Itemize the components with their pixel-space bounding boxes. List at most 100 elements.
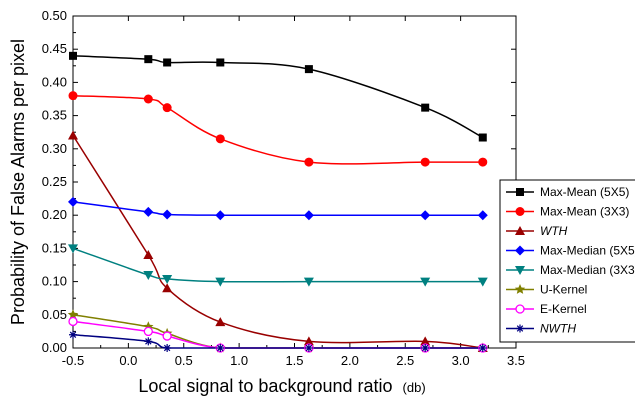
data-point — [162, 274, 173, 284]
x-tick-label: 3.0 — [452, 353, 470, 368]
x-tick-label: 3.5 — [507, 353, 525, 368]
data-point — [143, 94, 153, 104]
data-point — [162, 209, 173, 220]
legend-item: E-Kernel — [506, 302, 587, 316]
y-tick-label: 0.15 — [42, 240, 67, 255]
data-point — [143, 270, 154, 280]
marker-group — [67, 51, 488, 353]
legend: Max-Mean (5X5) Max-Mean (3X3) WTH Max-Media… — [499, 179, 635, 343]
legend-marker — [515, 207, 525, 216]
data-point — [162, 283, 173, 293]
data-point — [163, 58, 172, 67]
legend-label: Max-Median (3X3) — [540, 263, 635, 277]
data-point — [304, 65, 313, 74]
legend-item: WTH — [506, 224, 568, 238]
x-axis-unit: (db) — [403, 380, 426, 395]
y-tick-label: 0.00 — [42, 340, 67, 355]
data-point — [304, 157, 314, 167]
data-point — [163, 344, 172, 352]
data-point — [68, 316, 78, 327]
legend-label: NWTH — [540, 322, 576, 336]
series-markers — [69, 51, 487, 142]
y-tick-label: 0.30 — [42, 141, 67, 156]
x-tick-label: 1.5 — [285, 353, 303, 368]
x-tick-label: 1.0 — [230, 353, 248, 368]
legend-marker — [515, 266, 525, 275]
y-tick-label: 0.35 — [42, 108, 67, 123]
y-tick-label: 0.25 — [42, 174, 67, 189]
plot-area — [72, 15, 517, 349]
data-point — [144, 337, 153, 346]
x-tick-label: 0.0 — [119, 353, 137, 368]
x-tick-label: -0.5 — [62, 353, 84, 368]
legend-item: U-Kernel — [506, 283, 587, 297]
data-point — [215, 277, 226, 287]
data-point — [143, 250, 154, 260]
series-markers — [69, 330, 487, 352]
svg-text:Local signal to background rat: Local signal to background ratio (db) — [138, 376, 425, 396]
data-point — [162, 103, 172, 113]
x-tick-label: 2.0 — [341, 353, 359, 368]
data-point — [420, 210, 431, 221]
data-point — [69, 51, 77, 60]
data-point — [420, 336, 431, 346]
x-axis-title: Local signal to background ratio (db) — [138, 376, 425, 396]
legend-marker — [514, 284, 526, 294]
data-point — [215, 210, 226, 221]
legend-label: U-Kernel — [540, 283, 587, 297]
y-axis-title: Probability of False Alarms per pixel — [8, 39, 28, 325]
legend-label: Max-Median (5X5) — [540, 244, 635, 258]
data-point — [304, 344, 313, 352]
legend-marker — [515, 245, 525, 256]
legend-item: Max-Mean (3X3) — [506, 205, 629, 219]
legend-item: Max-Mean (5X5) — [506, 185, 629, 199]
legend-marker — [515, 304, 525, 314]
series-markers — [68, 244, 488, 287]
y-tick-label: 0.20 — [42, 207, 67, 222]
y-tick-label: 0.50 — [42, 8, 67, 23]
data-point — [420, 277, 431, 287]
data-point — [162, 331, 172, 341]
data-point — [68, 91, 78, 101]
legend-label: E-Kernel — [540, 302, 587, 316]
data-point — [216, 58, 225, 67]
data-point — [143, 326, 153, 337]
legend-marker — [516, 188, 524, 196]
data-point — [303, 336, 314, 346]
data-point — [477, 210, 488, 221]
legend-marker — [515, 226, 525, 235]
series-markers — [68, 91, 488, 167]
data-point — [144, 55, 153, 64]
legend-item: Max-Median (5X5) — [506, 244, 635, 258]
data-point — [420, 157, 430, 167]
data-point — [477, 277, 488, 287]
legend-item: Max-Median (3X3) — [506, 263, 635, 277]
x-tick-label: 0.5 — [175, 353, 193, 368]
series-markers — [68, 196, 488, 221]
legend-label: Max-Mean (5X5) — [540, 185, 629, 199]
legend-marker — [516, 324, 524, 333]
data-point — [67, 309, 79, 320]
data-point — [421, 344, 430, 352]
y-tick-label: 0.45 — [42, 41, 67, 56]
data-point — [68, 196, 78, 207]
data-point — [215, 317, 226, 327]
data-point — [216, 344, 225, 352]
data-point — [478, 133, 487, 142]
legend-box — [499, 179, 635, 343]
legend-label: WTH — [540, 224, 568, 238]
data-point — [68, 244, 78, 254]
y-tick-label: 0.10 — [42, 274, 67, 289]
x-tick-label: 2.5 — [396, 353, 414, 368]
y-tick-label: 0.05 — [42, 307, 67, 322]
data-point — [215, 134, 225, 144]
x-axis-label: Local signal to background ratio — [138, 376, 392, 396]
data-point — [303, 210, 314, 221]
data-point — [478, 157, 488, 167]
data-point — [478, 344, 487, 352]
y-tick-label: 0.40 — [42, 74, 67, 89]
data-point — [421, 103, 430, 112]
legend-label: Max-Mean (3X3) — [540, 205, 629, 219]
